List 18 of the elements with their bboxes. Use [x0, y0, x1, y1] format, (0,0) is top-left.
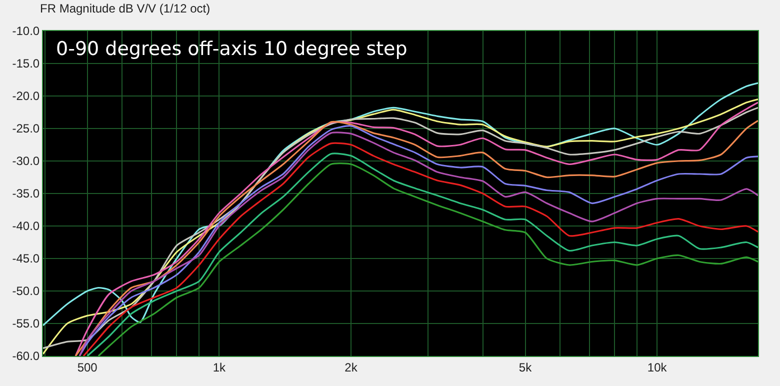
- x-tick-label: 5k: [518, 360, 533, 374]
- x-tick-label: 2k: [344, 360, 358, 374]
- y-tick-label: -35.0: [12, 186, 40, 201]
- y-tick-label: -55.0: [12, 316, 40, 331]
- y-tick-label: -15.0: [12, 56, 40, 71]
- x-tick-label: 1k: [212, 360, 226, 374]
- y-tick-label: -25.0: [12, 122, 40, 136]
- y-tick-label: -30.0: [12, 154, 40, 168]
- y-tick-label: -40.0: [12, 219, 40, 234]
- annotation: 0-90 degrees off-axis 10 degree step: [56, 38, 408, 60]
- y-tick-label: -20.0: [12, 89, 40, 104]
- y-tick-label: -50.0: [12, 284, 40, 298]
- chart-title: FR Magnitude dB V/V (1/12 oct): [40, 1, 210, 16]
- x-tick-label: 10k: [647, 360, 668, 374]
- y-tick-label: -10.0: [12, 24, 40, 38]
- y-tick-label: -45.0: [12, 252, 40, 266]
- x-tick-label: 500: [77, 360, 98, 374]
- y-tick-label: -60.0: [12, 349, 40, 364]
